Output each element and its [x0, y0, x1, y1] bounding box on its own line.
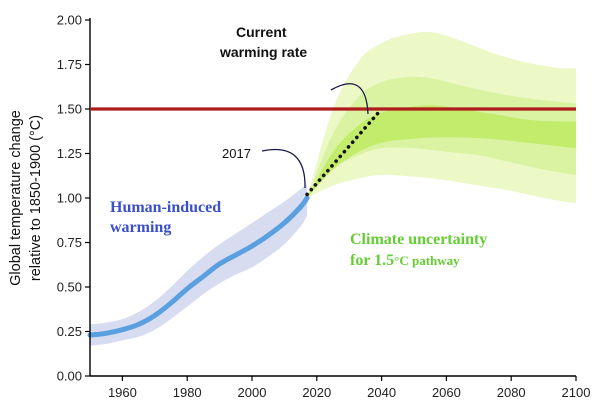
annotation-year-2017: 2017 [222, 146, 251, 161]
annotation-climate-line-2: for 1.5°C pathway [350, 252, 460, 269]
y-tick-label: 0.25 [57, 324, 82, 339]
y-tick-label: 2.00 [57, 13, 82, 28]
x-tick-label: 2060 [432, 385, 461, 400]
y-tick-label: 1.00 [57, 191, 82, 206]
annotation-human-line-2: warming [110, 219, 171, 236]
x-tick-label: 1960 [108, 385, 137, 400]
x-tick-label: 2080 [497, 385, 526, 400]
band-middle [307, 76, 576, 198]
y-axis-title-line-1: Global temperature change [8, 110, 24, 286]
annotation-climate-line-1: Climate uncertainty [350, 231, 487, 248]
y-tick-label: 0.75 [57, 235, 82, 250]
annotation-current-line-2: warming rate [219, 44, 307, 60]
climate-line-2-part-b: pathway [409, 253, 460, 268]
observed-uncertainty-band [90, 183, 308, 346]
annotation-current-line-1: Current [236, 24, 287, 40]
current-rate-pointer [330, 83, 369, 115]
y-tick-label: 1.75 [57, 57, 82, 72]
axis-ticks: 0.00 0.25 0.50 0.75 1.00 1.25 1.50 1.75 2.00 1960… [57, 13, 591, 401]
climate-line-2-unit: °C [394, 253, 409, 268]
y-tick-label: 1.50 [57, 102, 82, 117]
projection-bands [307, 32, 576, 204]
y-tick-label: 1.25 [57, 146, 82, 161]
observed-warming [87, 183, 310, 346]
x-tick-label: 2020 [302, 385, 331, 400]
x-tick-label: 2040 [367, 385, 396, 400]
y-tick-label: 0.50 [57, 280, 82, 295]
y-tick-label: 0.00 [57, 369, 82, 384]
year-2017-pointer [261, 149, 306, 189]
x-tick-label: 2000 [238, 385, 267, 400]
y-axis-title-line-2: relative to 1850-1900 (°C) [28, 115, 44, 281]
annotation-human-line-1: Human-induced [110, 199, 221, 216]
climate-line-2-part-a: for 1.5 [350, 252, 394, 269]
x-tick-label: 1980 [173, 385, 202, 400]
current-rate-projection [305, 107, 384, 197]
observed-warming-line [87, 195, 310, 338]
band-inner [307, 105, 576, 198]
x-tick-label: 2100 [562, 385, 591, 400]
